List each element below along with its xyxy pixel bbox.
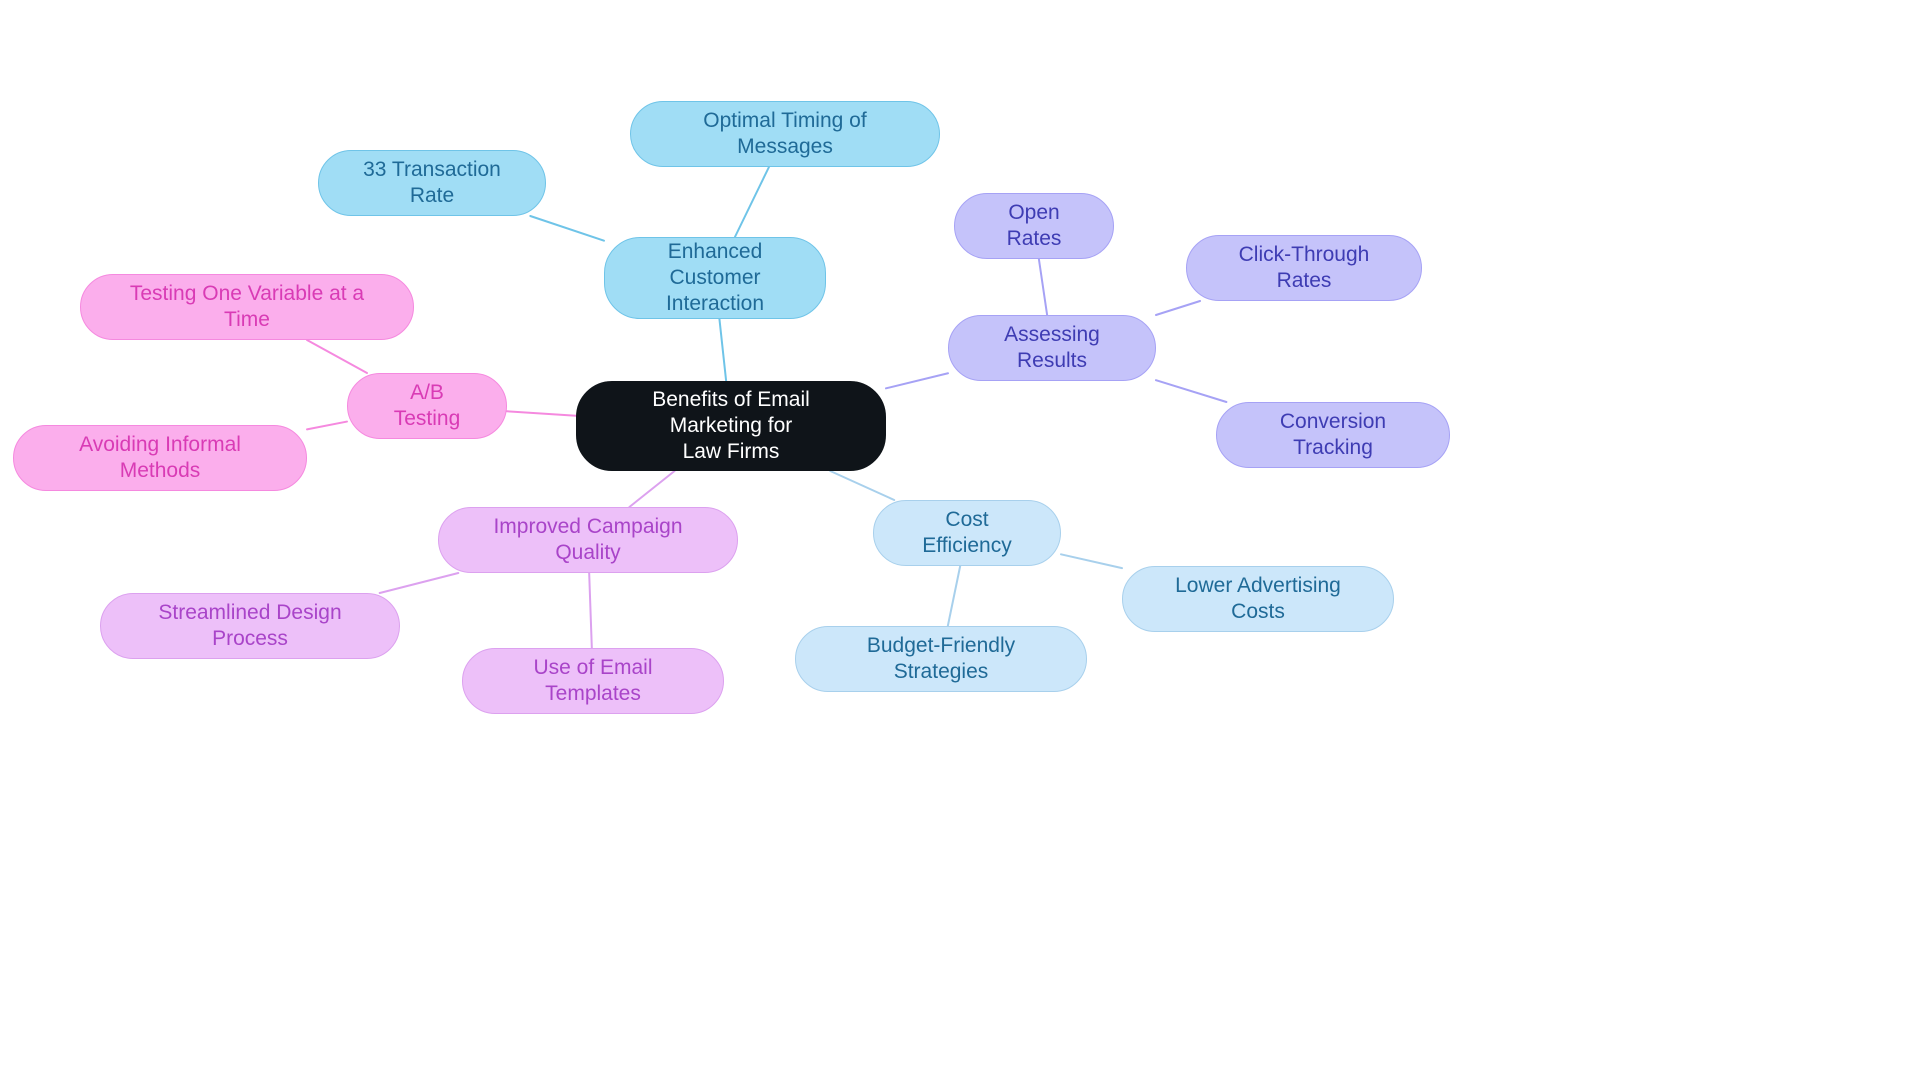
node-avoid-informal: Avoiding Informal Methods [13,425,307,491]
node-streamlined-design: Streamlined Design Process [100,593,400,659]
node-root: Benefits of Email Marketing for Law Firm… [576,381,886,471]
node-transaction-rate: 33 Transaction Rate [318,150,546,216]
node-improved-campaign-quality: Improved Campaign Quality [438,507,738,573]
node-email-templates: Use of Email Templates [462,648,724,714]
node-one-variable: Testing One Variable at a Time [80,274,414,340]
node-conversion-tracking: Conversion Tracking [1216,402,1450,468]
node-ab-testing: A/B Testing [347,373,507,439]
mindmap-canvas: Benefits of Email Marketing for Law Firm… [0,0,1920,1083]
node-enhanced-customer-interaction: Enhanced Customer Interaction [604,237,826,319]
node-optimal-timing: Optimal Timing of Messages [630,101,940,167]
node-click-through-rates: Click-Through Rates [1186,235,1422,301]
node-budget-friendly: Budget-Friendly Strategies [795,626,1087,692]
node-open-rates: Open Rates [954,193,1114,259]
node-cost-efficiency: Cost Efficiency [873,500,1061,566]
node-assessing-results: Assessing Results [948,315,1156,381]
node-lower-advertising-costs: Lower Advertising Costs [1122,566,1394,632]
